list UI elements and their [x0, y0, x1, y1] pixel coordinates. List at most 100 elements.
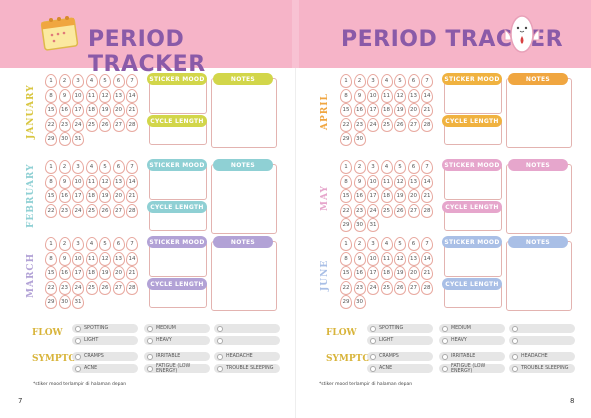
day-drop[interactable]: 10 — [72, 251, 84, 266]
day-drop[interactable]: 5 — [394, 160, 406, 174]
day-drop[interactable]: 9 — [58, 88, 71, 103]
day-drop[interactable]: 18 — [85, 103, 98, 117]
day-drop[interactable]: 16 — [353, 103, 366, 117]
day-drop[interactable]: 1 — [45, 74, 57, 88]
day-drop[interactable]: 13 — [112, 251, 125, 266]
day-drop[interactable]: 31 — [72, 295, 84, 309]
day-drop[interactable]: 27 — [407, 203, 420, 218]
day-drop[interactable]: 5 — [394, 237, 406, 251]
day-drop[interactable]: 7 — [421, 74, 433, 88]
day-drop[interactable]: 8 — [340, 88, 352, 103]
day-drop[interactable]: 8 — [45, 251, 57, 266]
day-drop[interactable]: 26 — [99, 280, 111, 295]
day-drop[interactable]: 3 — [72, 74, 84, 88]
symptom-option[interactable]: TROUBLE SLEEPING — [509, 364, 575, 373]
symptom-option[interactable]: TROUBLE SLEEPING — [214, 364, 280, 373]
notes-box[interactable] — [211, 164, 277, 234]
day-drop[interactable]: 27 — [112, 280, 125, 295]
day-drop[interactable]: 7 — [126, 74, 138, 88]
notes-box[interactable] — [211, 241, 277, 311]
day-drop[interactable]: 11 — [380, 88, 393, 103]
day-drop[interactable]: 17 — [367, 266, 379, 280]
day-drop[interactable]: 25 — [85, 117, 98, 132]
symptom-option[interactable]: IRRITABLE — [439, 352, 505, 361]
flow-option[interactable]: HEAVY — [439, 336, 505, 345]
day-drop[interactable]: 23 — [353, 203, 366, 218]
day-drop[interactable]: 18 — [380, 189, 393, 203]
day-drop[interactable]: 15 — [45, 103, 57, 117]
day-drop[interactable]: 13 — [407, 174, 420, 189]
day-drop[interactable]: 6 — [407, 74, 420, 88]
day-drop[interactable]: 19 — [99, 266, 111, 280]
day-drop[interactable]: 11 — [85, 251, 98, 266]
day-drop[interactable]: 14 — [421, 174, 433, 189]
day-drop[interactable]: 20 — [407, 103, 420, 117]
day-drop[interactable]: 16 — [58, 189, 71, 203]
day-drop[interactable]: 29 — [45, 132, 57, 146]
day-drop[interactable]: 22 — [45, 280, 57, 295]
day-drop[interactable]: 2 — [353, 74, 366, 88]
day-drop[interactable]: 15 — [340, 266, 352, 280]
day-drop[interactable]: 2 — [58, 160, 71, 174]
flow-option[interactable] — [214, 336, 280, 345]
day-drop[interactable]: 10 — [367, 88, 379, 103]
day-drop[interactable]: 26 — [394, 117, 406, 132]
day-drop[interactable]: 23 — [58, 203, 71, 218]
day-drop[interactable]: 30 — [353, 132, 366, 146]
symptom-option[interactable]: IRRITABLE — [144, 352, 210, 361]
symptom-option[interactable]: HEADACHE — [214, 352, 280, 361]
day-drop[interactable]: 16 — [353, 189, 366, 203]
day-drop[interactable]: 6 — [112, 160, 125, 174]
day-drop[interactable]: 10 — [367, 251, 379, 266]
flow-option[interactable]: MEDIUM — [144, 324, 210, 333]
day-drop[interactable]: 7 — [421, 160, 433, 174]
day-drop[interactable]: 28 — [126, 117, 138, 132]
day-drop[interactable]: 23 — [58, 117, 71, 132]
day-drop[interactable]: 12 — [394, 174, 406, 189]
day-drop[interactable]: 23 — [353, 280, 366, 295]
day-drop[interactable]: 21 — [421, 266, 433, 280]
day-drop[interactable]: 31 — [72, 132, 84, 146]
day-drop[interactable]: 20 — [407, 189, 420, 203]
flow-option[interactable]: SPOTTING — [367, 324, 433, 333]
day-drop[interactable]: 26 — [394, 203, 406, 218]
day-drop[interactable]: 12 — [99, 88, 111, 103]
day-drop[interactable]: 29 — [340, 295, 352, 309]
day-drop[interactable]: 22 — [340, 117, 352, 132]
day-drop[interactable]: 10 — [72, 174, 84, 189]
day-drop[interactable]: 20 — [112, 103, 125, 117]
notes-box[interactable] — [506, 78, 572, 148]
day-drop[interactable]: 6 — [407, 237, 420, 251]
day-drop[interactable]: 6 — [112, 237, 125, 251]
day-drop[interactable]: 11 — [85, 88, 98, 103]
day-drop[interactable]: 15 — [340, 103, 352, 117]
day-drop[interactable]: 10 — [367, 174, 379, 189]
day-drop[interactable]: 30 — [58, 295, 71, 309]
symptom-option[interactable]: CRAMPS — [367, 352, 433, 361]
day-drop[interactable]: 4 — [85, 237, 98, 251]
day-drop[interactable]: 13 — [112, 88, 125, 103]
day-drop[interactable]: 4 — [380, 237, 393, 251]
day-drop[interactable]: 1 — [340, 237, 352, 251]
symptom-option[interactable]: FATIGUE (LOW ENERGY) — [144, 364, 210, 374]
day-drop[interactable]: 20 — [112, 266, 125, 280]
day-drop[interactable]: 25 — [85, 203, 98, 218]
symptom-option[interactable]: HEADACHE — [509, 352, 575, 361]
day-drop[interactable]: 5 — [99, 160, 111, 174]
day-drop[interactable]: 30 — [353, 218, 366, 232]
flow-option[interactable]: HEAVY — [144, 336, 210, 345]
day-drop[interactable]: 12 — [99, 251, 111, 266]
day-drop[interactable]: 7 — [421, 237, 433, 251]
day-drop[interactable]: 12 — [394, 251, 406, 266]
day-drop[interactable]: 2 — [58, 74, 71, 88]
day-drop[interactable]: 9 — [58, 251, 71, 266]
day-drop[interactable]: 28 — [421, 117, 433, 132]
day-drop[interactable]: 22 — [340, 280, 352, 295]
day-drop[interactable]: 27 — [407, 117, 420, 132]
day-drop[interactable]: 1 — [45, 237, 57, 251]
day-drop[interactable]: 27 — [112, 117, 125, 132]
day-drop[interactable]: 24 — [72, 117, 84, 132]
flow-option[interactable] — [214, 324, 280, 333]
day-drop[interactable]: 13 — [407, 251, 420, 266]
day-drop[interactable]: 21 — [126, 266, 138, 280]
